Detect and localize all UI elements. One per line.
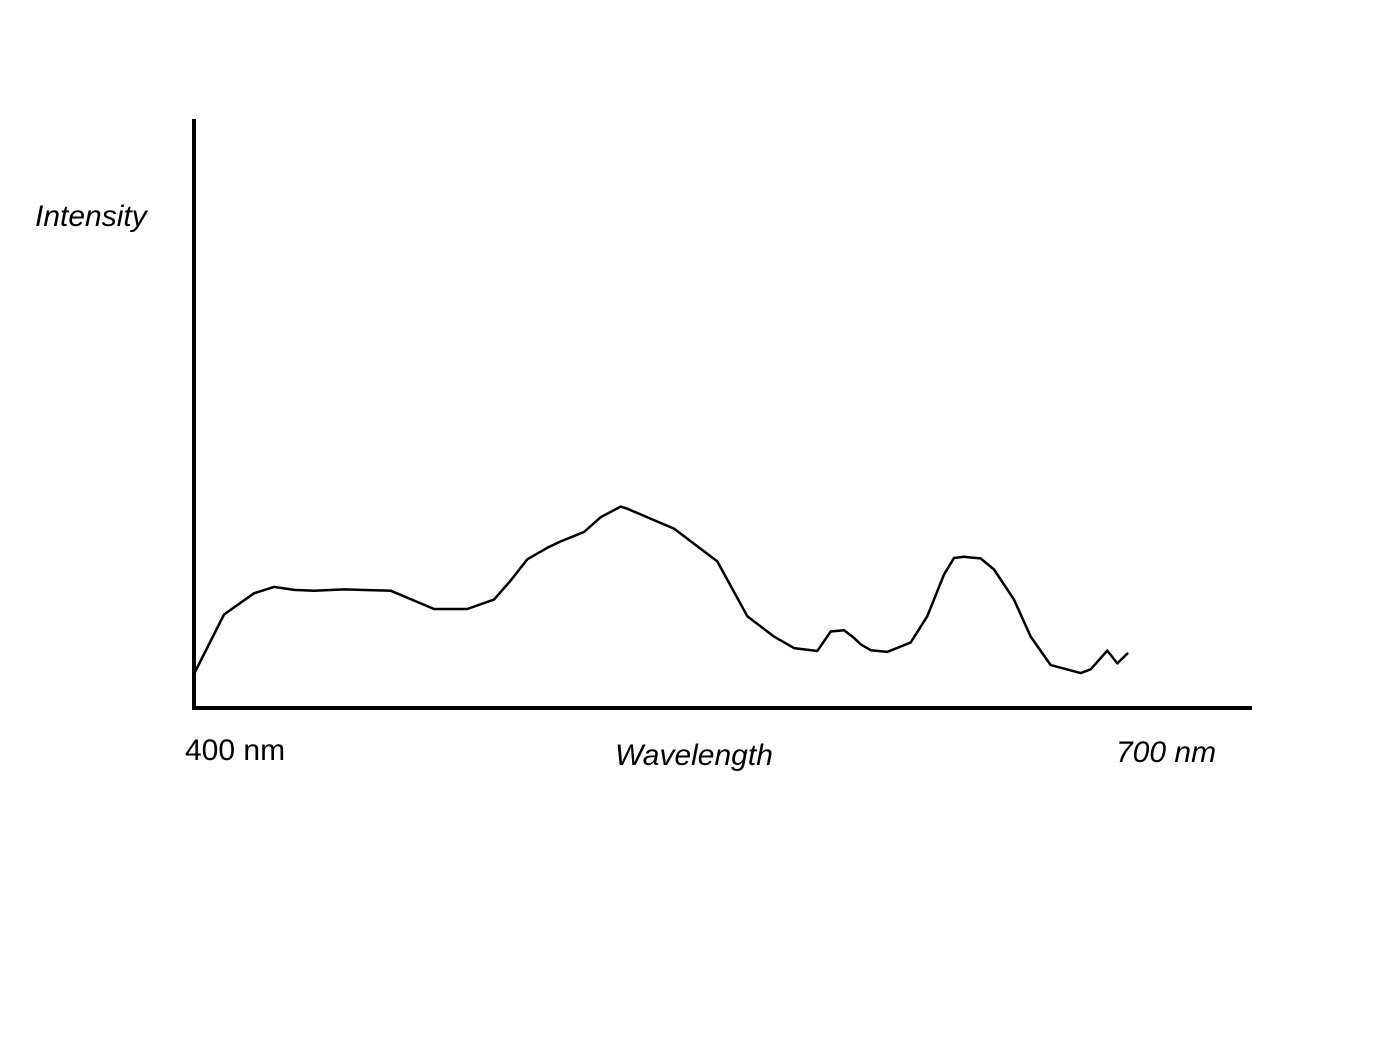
- curve-point: [716, 560, 719, 563]
- curve-point: [816, 650, 819, 652]
- curve-point: [546, 546, 549, 549]
- curve-point: [909, 641, 912, 644]
- curve-point: [583, 531, 585, 533]
- curve-point: [1106, 649, 1109, 652]
- curve-point: [526, 558, 529, 561]
- curve-point: [619, 505, 622, 508]
- curve-point: [653, 519, 655, 522]
- curve-point: [853, 636, 855, 639]
- curve-point: [969, 556, 972, 559]
- curve-point: [509, 579, 512, 582]
- curve-point: [963, 555, 965, 558]
- curve-point: [626, 507, 629, 510]
- curve-point: [466, 608, 469, 610]
- intensity-curve-line: [192, 505, 1129, 676]
- curve-point: [1126, 652, 1129, 655]
- curve-point: [979, 557, 982, 560]
- x-axis-label: Wavelength: [615, 739, 773, 772]
- curve-point: [926, 615, 929, 618]
- curve-point: [193, 673, 195, 675]
- curve-point: [599, 516, 602, 519]
- curve-point: [793, 647, 795, 650]
- curve-point: [343, 588, 345, 591]
- curve-point: [1116, 662, 1119, 665]
- curve-point: [886, 650, 889, 653]
- curve-point: [223, 613, 225, 616]
- curve-point: [313, 589, 315, 592]
- curve-point: [993, 568, 995, 571]
- curve-point: [829, 630, 832, 633]
- curve-point: [859, 643, 862, 646]
- curve-point: [673, 527, 675, 530]
- curve-point: [1079, 672, 1082, 675]
- curve-point: [943, 573, 945, 576]
- curve-point: [389, 589, 392, 592]
- curve-point: [493, 598, 495, 601]
- curve-point: [773, 635, 775, 638]
- curve-points: [193, 505, 1129, 675]
- curve-point: [433, 608, 435, 610]
- curve-point: [843, 629, 845, 632]
- y-axis-label: Intensity: [35, 200, 147, 233]
- x-tick-label-end: 700 nm: [1116, 736, 1217, 769]
- curve-point: [559, 540, 562, 543]
- curve-point: [1049, 664, 1052, 667]
- x-tick-label-start: 400 nm: [185, 734, 286, 767]
- curve-point: [953, 557, 955, 559]
- curve-point: [869, 649, 872, 652]
- curve-point: [273, 585, 275, 588]
- curve-point: [1013, 598, 1015, 601]
- curve-point: [1089, 668, 1092, 671]
- curve-point: [1029, 635, 1032, 638]
- curve-point: [293, 588, 295, 591]
- curve-point: [633, 510, 635, 513]
- curve-point: [746, 615, 749, 618]
- curve-point: [253, 592, 255, 595]
